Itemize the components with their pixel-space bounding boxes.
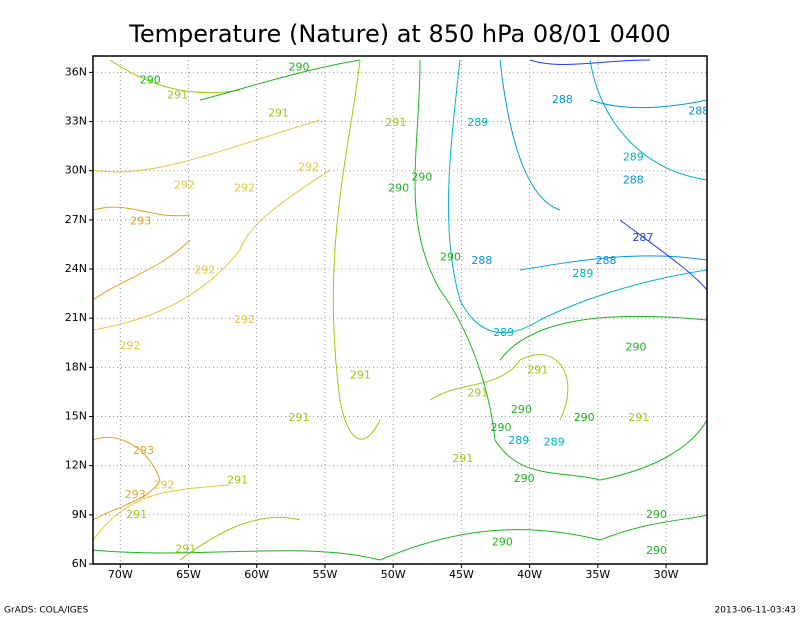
y-tick-label: 27N bbox=[65, 213, 87, 226]
contour-label: 291 bbox=[289, 411, 310, 424]
contour-label: 289 bbox=[493, 326, 514, 339]
y-tick-label: 30N bbox=[65, 164, 87, 177]
contour-label: 291 bbox=[227, 473, 248, 486]
contour-label: 293 bbox=[133, 444, 154, 457]
contour-label: 290 bbox=[388, 182, 409, 195]
x-tick-label: 65W bbox=[176, 568, 201, 581]
x-tick-label: 70W bbox=[108, 568, 133, 581]
contour-line bbox=[529, 59, 707, 291]
contour-line bbox=[93, 59, 707, 561]
footer-right: 2013-06-11-03:43 bbox=[715, 606, 797, 616]
map-layer: 70W 65W 60W 55W 50W 45W 40W 35W 30W 6N 9N 12N 15N 18N… bbox=[65, 56, 709, 581]
x-tick-label: 55W bbox=[313, 568, 338, 581]
y-tick-label: 18N bbox=[65, 360, 87, 373]
contour-label: 290 bbox=[514, 472, 535, 485]
contour-label: 291 bbox=[167, 88, 188, 101]
contour-label: 293 bbox=[125, 488, 146, 501]
contour-label: 288 bbox=[552, 93, 573, 106]
contour-label: 290 bbox=[411, 170, 432, 183]
x-tick-label: 45W bbox=[449, 568, 474, 581]
contour-label: 289 bbox=[508, 434, 529, 447]
contour-label: 289 bbox=[623, 151, 644, 164]
contour-lines bbox=[93, 59, 707, 561]
x-tick-label: 35W bbox=[585, 568, 610, 581]
contour-label: 291 bbox=[385, 116, 406, 129]
contour-label: 289 bbox=[467, 116, 488, 129]
contour-label: 290 bbox=[440, 251, 461, 264]
contour-label: 289 bbox=[544, 436, 565, 449]
y-tick-label: 12N bbox=[65, 459, 87, 472]
contour-label: 292 bbox=[194, 264, 215, 277]
contour-label: 287 bbox=[632, 231, 653, 244]
contour-line bbox=[499, 59, 707, 271]
contour-label: 292 bbox=[298, 160, 319, 173]
contour-label: 291 bbox=[527, 364, 548, 377]
y-tick-label: 21N bbox=[65, 311, 87, 324]
contour-label: 290 bbox=[490, 421, 511, 434]
contour-label: 290 bbox=[626, 341, 647, 354]
contour-label: 291 bbox=[126, 508, 147, 521]
contour-line bbox=[447, 59, 707, 334]
contour-label: 288 bbox=[688, 105, 709, 118]
y-tick-label: 24N bbox=[65, 262, 87, 275]
contour-label: 288 bbox=[471, 254, 492, 267]
y-tick-label: 6N bbox=[72, 557, 87, 570]
contour-label: 290 bbox=[646, 508, 667, 521]
contour-label: 292 bbox=[234, 313, 255, 326]
contour-label: 288 bbox=[596, 254, 617, 267]
contour-label: 291 bbox=[175, 542, 196, 555]
y-tick-label: 36N bbox=[65, 65, 87, 78]
contour-label: 292 bbox=[174, 178, 195, 191]
contour-label: 291 bbox=[350, 369, 371, 382]
footer-left: GrADS: COLA/IGES bbox=[4, 606, 88, 616]
contour-line bbox=[93, 119, 331, 541]
plot-frame bbox=[92, 55, 708, 565]
contour-label: 291 bbox=[467, 387, 488, 400]
contour-label: 291 bbox=[628, 411, 649, 424]
contour-line bbox=[93, 206, 191, 521]
x-tick-label: 40W bbox=[517, 568, 542, 581]
contour-label: 291 bbox=[452, 452, 473, 465]
contour-label: 292 bbox=[119, 339, 140, 352]
contour-label: 289 bbox=[572, 267, 593, 280]
contour-label: 290 bbox=[574, 411, 595, 424]
y-tick-label: 9N bbox=[72, 508, 87, 521]
y-tick-label: 15N bbox=[65, 410, 87, 423]
contour-label: 290 bbox=[511, 403, 532, 416]
y-tick-label: 33N bbox=[65, 115, 87, 128]
x-tick-label: 50W bbox=[381, 568, 406, 581]
x-tick-label: 30W bbox=[654, 568, 679, 581]
contour-label: 291 bbox=[268, 106, 289, 119]
contour-label: 293 bbox=[130, 215, 151, 228]
contour-label: 290 bbox=[492, 536, 513, 549]
contour-label: 290 bbox=[646, 544, 667, 557]
contour-label: 288 bbox=[623, 174, 644, 187]
x-tick-label: 60W bbox=[244, 568, 269, 581]
contour-label: 292 bbox=[234, 182, 255, 195]
contour-label: 290 bbox=[140, 74, 161, 87]
contour-line bbox=[109, 59, 569, 561]
contour-label: 292 bbox=[153, 478, 174, 491]
contour-label: 290 bbox=[289, 60, 310, 73]
chart-title: Temperature (Nature) at 850 hPa 08/01 04… bbox=[128, 20, 670, 48]
